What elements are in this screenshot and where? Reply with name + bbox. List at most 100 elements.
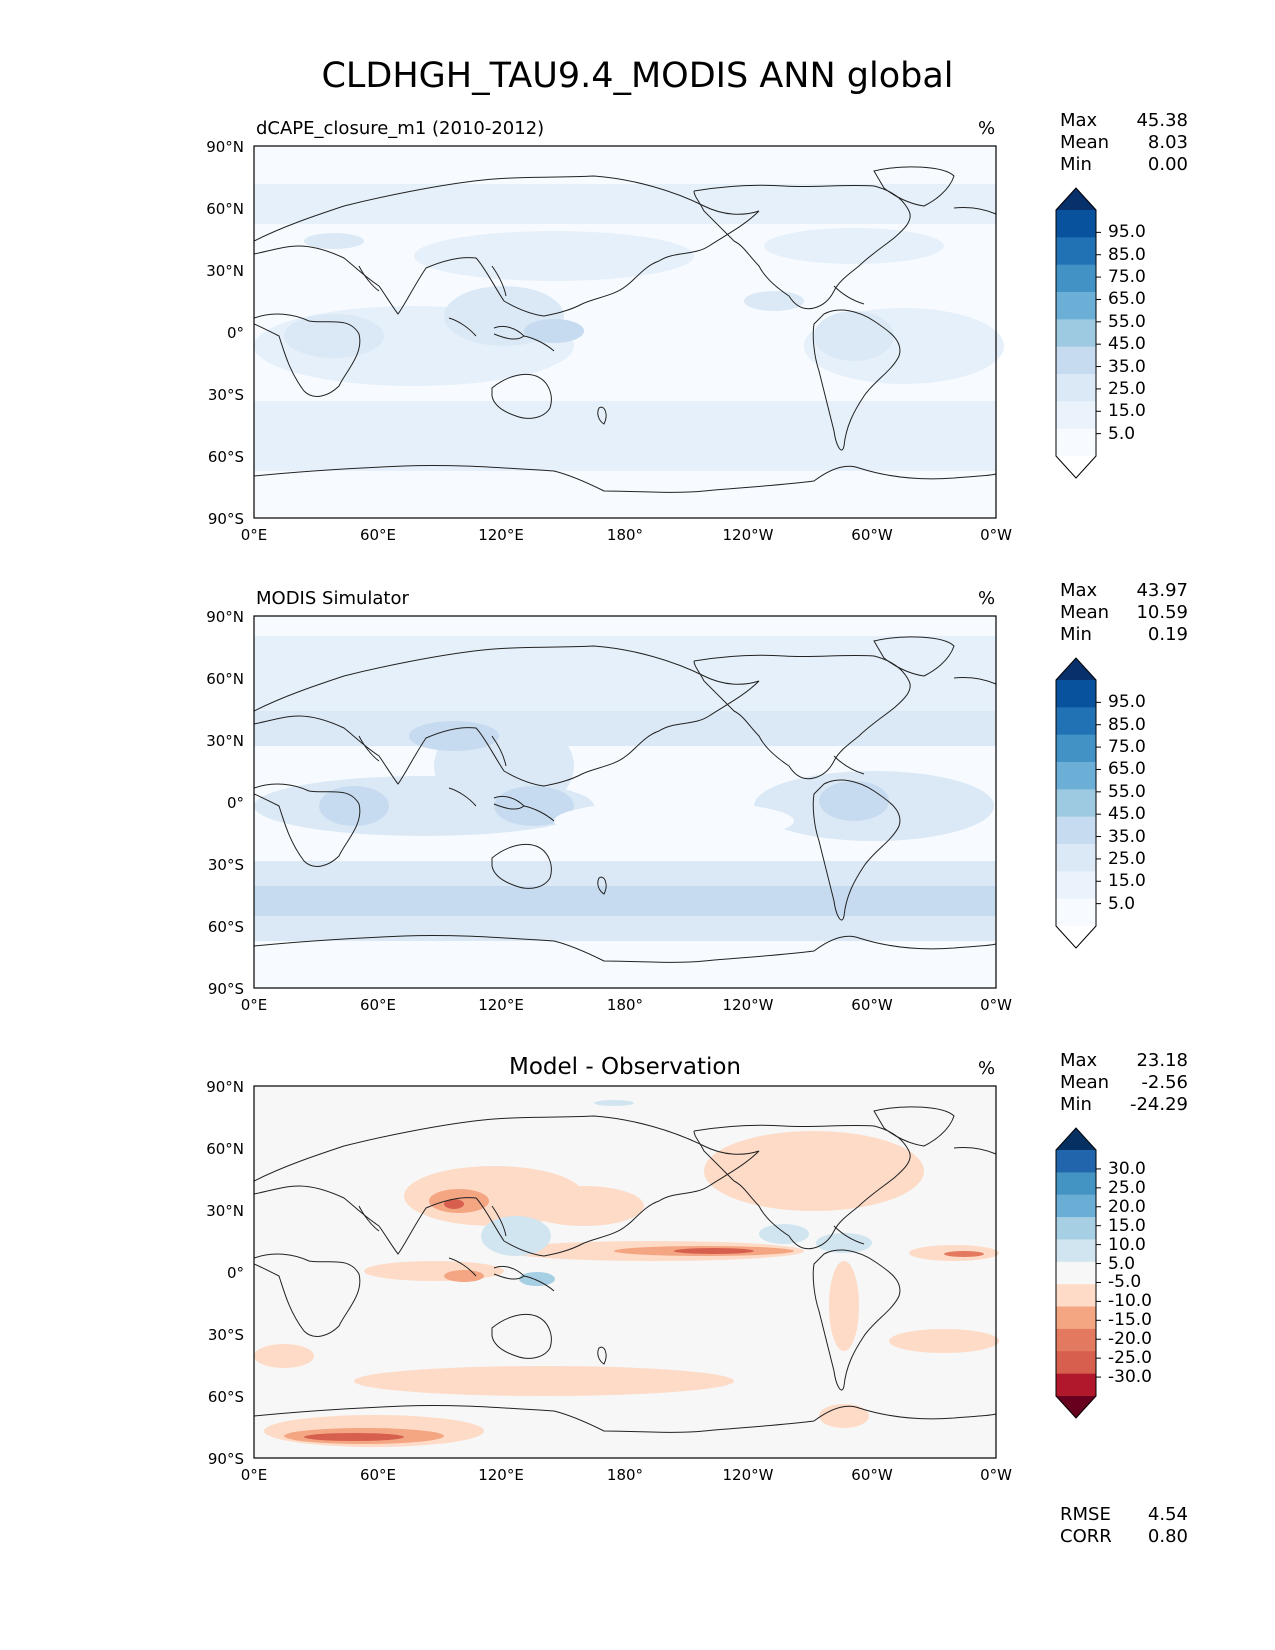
colorbar-outline	[1055, 1127, 1097, 1419]
lat-label: 60°S	[207, 1388, 244, 1406]
colorbar-segment	[1056, 734, 1096, 763]
colorbar-segment	[1056, 816, 1096, 845]
colorbar-tick-label: 95.0	[1108, 692, 1146, 713]
colorbar-segment	[1056, 319, 1096, 348]
colorbar-outline	[1055, 657, 1097, 949]
stat-label: Mean	[1060, 132, 1110, 153]
lat-label: 60°N	[206, 670, 244, 688]
lon-label: 0°W	[980, 996, 1012, 1014]
colorbar-tick-label: 5.0	[1108, 423, 1136, 444]
colorbar-segment	[1056, 401, 1096, 430]
colorbar-extend-min	[1056, 456, 1096, 478]
stat-value: -2.56	[1141, 1072, 1188, 1093]
colorbar-tick-label: 15.0	[1108, 401, 1146, 422]
lat-label: 30°S	[207, 856, 244, 874]
colorbar-segment	[1056, 1306, 1096, 1330]
colorbar-tick-label: 35.0	[1108, 826, 1146, 847]
colorbar-tick-label: 45.0	[1108, 804, 1146, 825]
difference-contours	[254, 1100, 999, 1447]
lat-label: 90°S	[207, 980, 244, 998]
colorbar-tick-label: 45.0	[1108, 334, 1146, 355]
colorbar-segment	[1056, 898, 1096, 927]
lat-label: 30°N	[206, 262, 244, 280]
colorbar-segment	[1056, 844, 1096, 872]
lon-label: 0°W	[980, 526, 1012, 544]
lat-label: 30°S	[207, 386, 244, 404]
panel-test-model: dCAPE_closure_m1 (2010-2012) %	[0, 110, 1275, 588]
colorbar-tick-label: 65.0	[1108, 289, 1146, 310]
colorbar	[1055, 1127, 1101, 1419]
colorbar-tick-label: 10.0	[1108, 1234, 1146, 1255]
stat-label: Min	[1060, 154, 1092, 175]
colorbar-tick-label: -30.0	[1108, 1367, 1152, 1388]
stat-label: Mean	[1060, 602, 1110, 623]
lon-label: 0°E	[240, 996, 268, 1014]
colorbar-segment	[1056, 871, 1096, 900]
stat-value: 8.03	[1147, 132, 1188, 153]
stat-value: 0.00	[1147, 154, 1188, 175]
colorbar-segment	[1056, 428, 1096, 457]
lat-label: 30°N	[206, 1202, 244, 1220]
panel-title: dCAPE_closure_m1 (2010-2012)	[256, 118, 545, 139]
stat-value: 10.59	[1136, 602, 1188, 623]
lon-label: 60°E	[359, 1466, 397, 1484]
map-frame	[253, 145, 997, 519]
coastlines	[253, 636, 997, 963]
lon-label: 120°W	[722, 996, 774, 1014]
colorbar-segment	[1056, 1261, 1096, 1285]
lat-label: 30°S	[207, 1326, 244, 1344]
units-label: %	[978, 588, 996, 609]
lon-label: 60°E	[359, 996, 397, 1014]
colorbar-extend-max	[1056, 1128, 1096, 1150]
colorbar-segment	[1056, 762, 1096, 790]
colorbar-extend-min	[1056, 926, 1096, 948]
colorbar-segment	[1056, 1328, 1096, 1352]
units-label: %	[978, 118, 996, 139]
lat-label: 60°N	[206, 200, 244, 218]
lon-label: 60°W	[851, 996, 893, 1014]
colorbar-tick-label: -15.0	[1108, 1310, 1152, 1331]
colorbar-tick-label: 25.0	[1108, 378, 1146, 399]
colorbar-extend-max	[1056, 658, 1096, 680]
colorbar-segment	[1056, 346, 1096, 375]
lon-label: 120°E	[478, 996, 524, 1014]
lon-label: 120°E	[478, 526, 524, 544]
colorbar-tick-label: 95.0	[1108, 222, 1146, 243]
colorbar-tick-label: 25.0	[1108, 848, 1146, 869]
colorbar-tick-label: 55.0	[1108, 781, 1146, 802]
lat-label: 90°N	[206, 1078, 244, 1096]
metric-value: 0.80	[1147, 1526, 1188, 1547]
panel-reference: MODIS Simulator %	[0, 580, 1275, 1058]
colorbar	[1055, 187, 1101, 479]
stat-label: Max	[1060, 1050, 1098, 1071]
lat-label: 0°	[226, 794, 244, 812]
lat-label: 90°S	[207, 510, 244, 528]
colorbar-tick-label: 85.0	[1108, 244, 1146, 265]
lat-label: 60°S	[207, 918, 244, 936]
lat-label: 90°S	[207, 1450, 244, 1468]
colorbar-segment	[1056, 1217, 1096, 1240]
colorbar-tick-label: -5.0	[1108, 1272, 1142, 1293]
colorbar-segment	[1056, 1150, 1096, 1173]
lon-label: 180°	[606, 1466, 644, 1484]
cloud-contours	[254, 636, 996, 941]
lat-label: 0°	[226, 324, 244, 342]
map-frame	[253, 615, 997, 989]
lon-label: 180°	[606, 996, 644, 1014]
colorbar-segment	[1056, 1194, 1096, 1218]
lon-label: 60°E	[359, 526, 397, 544]
lat-label: 0°	[226, 1264, 244, 1282]
colorbar-extend-max	[1056, 188, 1096, 210]
colorbar-segment	[1056, 789, 1096, 818]
stat-label: Max	[1060, 110, 1098, 131]
map-plot-test	[253, 145, 1004, 519]
panel-title: MODIS Simulator	[256, 588, 409, 609]
stats-box: Max 23.18 Mean -2.56 Min -24.29	[1060, 1050, 1188, 1116]
colorbar-segment	[1056, 292, 1096, 320]
lat-label: 90°N	[206, 138, 244, 156]
lon-label: 0°E	[240, 526, 268, 544]
stat-value: 0.19	[1147, 624, 1188, 645]
colorbar-tick-label: 35.0	[1108, 356, 1146, 377]
colorbar-extend-min	[1056, 1396, 1096, 1418]
stat-value: 45.38	[1136, 110, 1188, 131]
